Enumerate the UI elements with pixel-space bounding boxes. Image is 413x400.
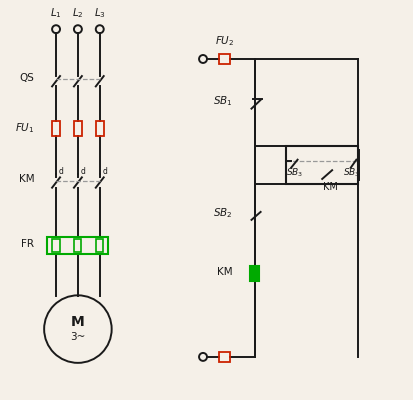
Text: $L_1$: $L_1$	[50, 7, 62, 20]
Text: KM: KM	[217, 267, 232, 277]
Text: $L_3$: $L_3$	[94, 7, 105, 20]
Bar	[219, 352, 230, 362]
Bar	[52, 121, 60, 136]
Text: $L_2$: $L_2$	[72, 7, 83, 20]
Bar	[52, 239, 59, 252]
Bar	[96, 239, 103, 252]
Text: KM: KM	[19, 174, 34, 184]
Text: d: d	[58, 167, 63, 176]
Text: QS: QS	[19, 73, 34, 83]
Text: 3~: 3~	[70, 332, 85, 342]
Text: $FU_2$: $FU_2$	[215, 34, 234, 48]
Text: $SB_1$: $SB_1$	[213, 94, 232, 108]
Bar	[286, 146, 357, 184]
Bar	[74, 121, 82, 136]
Bar	[47, 237, 108, 254]
Text: $FU_1$: $FU_1$	[14, 121, 34, 135]
Text: d: d	[102, 167, 107, 176]
Bar	[74, 239, 81, 252]
Bar	[95, 121, 104, 136]
Text: FR: FR	[21, 239, 34, 249]
Text: d: d	[80, 167, 85, 176]
Text: $SB_2$: $SB_2$	[213, 206, 232, 220]
Bar	[250, 266, 259, 282]
Text: $SB_3$: $SB_3$	[285, 167, 302, 179]
Bar	[219, 54, 230, 64]
Text: KM: KM	[322, 182, 337, 192]
Text: M: M	[71, 315, 85, 329]
Text: $SB_3$: $SB_3$	[342, 167, 360, 179]
